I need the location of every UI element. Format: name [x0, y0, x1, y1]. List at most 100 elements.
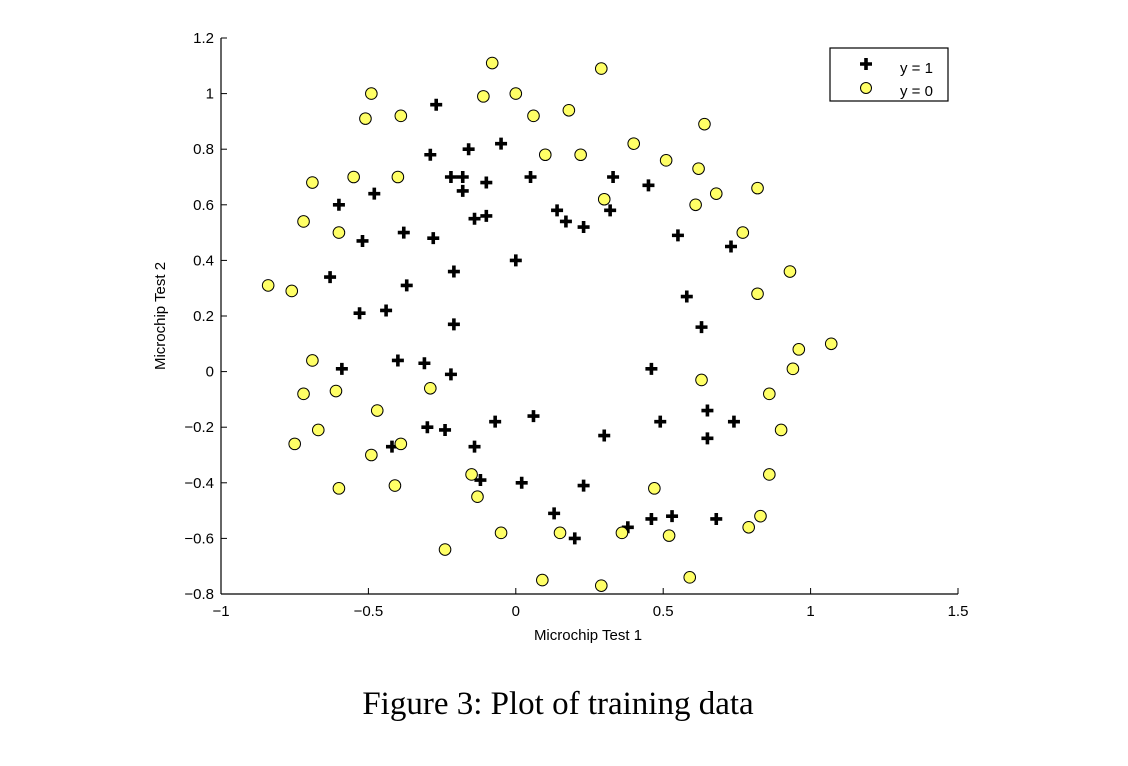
data-point-y1: [397, 226, 410, 239]
y-tick-label: −0.2: [184, 419, 214, 436]
data-point-y1: [447, 318, 460, 331]
data-point-y1: [559, 215, 572, 228]
legend: y = 1 y = 0: [829, 47, 949, 102]
data-point-y0: [553, 526, 567, 540]
data-point-y1: [577, 479, 590, 492]
data-point-y0: [509, 87, 523, 100]
data-point-y1: [324, 271, 337, 284]
data-point-y0: [742, 520, 755, 534]
data-point-y1: [335, 362, 348, 375]
data-point-y1: [551, 204, 564, 217]
x-tick-label: 0.5: [653, 603, 674, 620]
tick-labels: −1 −0.5 0 0.5 1 1.5 −0.8 −0.6 −0.4 −0.2 0 0.2 0.4 0.6…: [184, 30, 968, 620]
x-tick-label: 1.5: [948, 603, 969, 620]
data-point-y1: [524, 171, 537, 183]
data-point-y1: [456, 184, 469, 197]
data-point-y0: [683, 571, 697, 584]
data-point-y1: [645, 512, 658, 525]
data-point-y1: [332, 198, 345, 211]
data-point-y0: [615, 526, 629, 540]
data-point-y1: [495, 137, 508, 150]
data-point-y0: [477, 90, 490, 103]
data-point-y1: [701, 432, 714, 445]
legend-label-y1: y = 1: [900, 60, 933, 77]
data-point-y0: [536, 573, 549, 587]
data-point-y0: [370, 404, 384, 417]
data-point-y0: [494, 526, 508, 540]
data-point-y0: [394, 437, 408, 451]
series-y1-points: [324, 98, 740, 545]
data-point-y0: [594, 62, 608, 75]
data-point-y1: [725, 240, 738, 253]
data-point-y1: [710, 512, 723, 525]
data-point-y0: [594, 579, 608, 592]
data-point-y1: [645, 362, 658, 375]
data-point-y1: [380, 304, 393, 317]
data-point-y0: [692, 162, 705, 175]
data-point-y1: [462, 143, 475, 156]
data-point-y0: [627, 137, 641, 150]
x-tick-label: −0.5: [354, 603, 384, 620]
y-tick-label: −0.8: [184, 586, 214, 603]
data-point-y0: [471, 490, 484, 504]
x-tick-label: −1: [212, 603, 229, 620]
data-point-y1: [427, 232, 440, 245]
data-point-y0: [527, 109, 540, 123]
data-point-y0: [695, 373, 708, 387]
series-y0-points: [261, 56, 838, 592]
y-tick-label: 0: [206, 364, 214, 381]
data-point-y0: [824, 337, 838, 351]
data-point-y0: [792, 343, 806, 356]
data-point-y1: [509, 254, 522, 267]
data-point-y1: [468, 440, 481, 453]
legend-label-y0: y = 0: [900, 83, 933, 100]
y-axis-label: Microchip Test 2: [152, 262, 169, 370]
data-point-y1: [527, 410, 540, 423]
legend-plus-mark: [860, 58, 872, 70]
data-point-y0: [365, 87, 378, 100]
data-point-y0: [438, 543, 452, 556]
data-point-y1: [577, 221, 590, 234]
data-point-y0: [574, 148, 587, 162]
data-point-y0: [538, 148, 552, 162]
data-point-y1: [489, 415, 502, 428]
data-point-y1: [568, 532, 581, 545]
data-point-y0: [689, 198, 702, 212]
data-point-y1: [444, 171, 457, 183]
y-tick-label: 1.2: [193, 30, 214, 47]
data-point-y0: [763, 387, 776, 401]
data-point-y1: [604, 204, 617, 217]
x-tick-label: 0: [512, 603, 520, 620]
data-point-y1: [671, 229, 684, 242]
data-point-y0: [297, 387, 310, 401]
data-point-y1: [480, 176, 493, 189]
data-point-y1: [424, 148, 437, 161]
figure-caption: Figure 3: Plot of training data: [362, 686, 754, 722]
data-point-y1: [701, 404, 714, 417]
data-point-y0: [754, 509, 767, 523]
data-point-y0: [774, 423, 788, 437]
data-point-y1: [654, 415, 667, 428]
data-point-y1: [598, 429, 611, 442]
y-tick-label: −0.6: [184, 530, 214, 547]
data-point-y1: [356, 234, 369, 247]
data-point-y0: [698, 117, 711, 131]
data-point-y0: [659, 154, 673, 167]
data-point-y0: [709, 187, 723, 200]
data-point-y1: [474, 474, 487, 487]
data-point-y1: [400, 279, 413, 292]
y-tick-label: 0.2: [193, 308, 214, 325]
x-tick-label: 1: [806, 603, 814, 620]
data-point-y1: [642, 179, 655, 192]
y-tick-label: 0.8: [193, 141, 214, 158]
data-point-y0: [365, 448, 378, 462]
data-point-y0: [465, 468, 478, 481]
data-point-y1: [607, 171, 620, 183]
legend-marker-y0: [860, 82, 872, 94]
data-point-y0: [751, 287, 764, 301]
data-point-y0: [297, 215, 310, 228]
y-tick-label: 0.4: [193, 252, 214, 269]
x-axis-label: Microchip Test 1: [534, 627, 642, 644]
y-tick-label: 0.6: [193, 197, 214, 214]
data-point-y0: [562, 103, 576, 117]
